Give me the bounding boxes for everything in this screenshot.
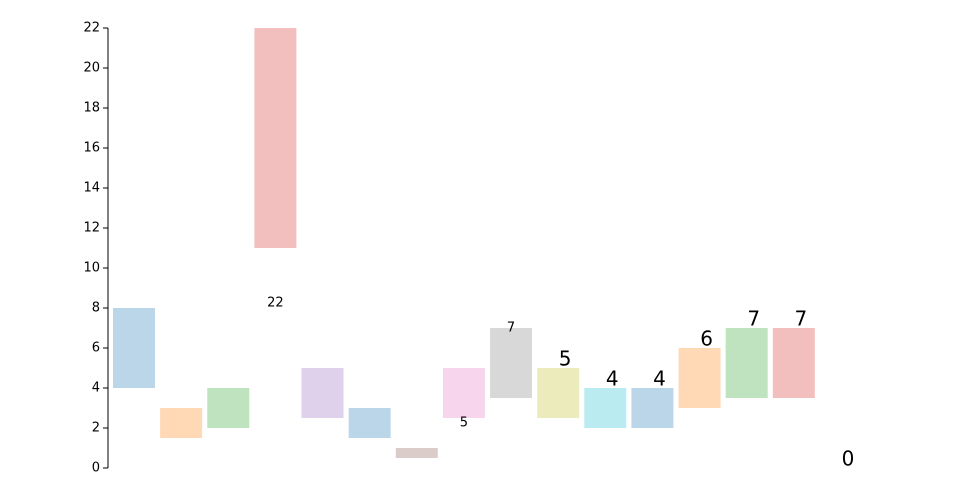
bar (490, 328, 533, 398)
value-label: 7 (507, 321, 515, 336)
value-label: 7 (794, 307, 807, 331)
y-tick-label: 20 (83, 61, 100, 76)
bar (725, 328, 768, 398)
bar (678, 348, 721, 408)
bar (537, 368, 580, 418)
bar (207, 388, 250, 428)
y-tick-label: 4 (92, 381, 100, 396)
value-label: 5 (460, 416, 468, 431)
bar (348, 408, 391, 438)
bar (631, 388, 674, 428)
y-tick-label: 14 (83, 181, 100, 196)
bar (113, 308, 155, 388)
bar (584, 388, 627, 428)
value-label: 4 (606, 367, 619, 391)
bar (301, 368, 344, 418)
bar (772, 328, 815, 398)
y-tick-label: 8 (92, 301, 100, 316)
value-label: 5 (559, 347, 572, 371)
y-tick-label: 22 (83, 21, 100, 36)
y-tick-label: 6 (92, 341, 100, 356)
bar (442, 368, 485, 418)
bar (160, 408, 203, 438)
bar (254, 28, 297, 248)
y-tick-label: 10 (83, 261, 100, 276)
value-label: 0 (842, 447, 855, 471)
y-tick-label: 16 (83, 141, 100, 156)
value-label: 22 (267, 296, 284, 311)
value-label: 6 (700, 327, 713, 351)
y-tick-label: 18 (83, 101, 100, 116)
y-tick-label: 12 (83, 221, 100, 236)
y-tick-label: 0 (92, 461, 100, 476)
value-label: 4 (653, 367, 666, 391)
value-label: 7 (747, 307, 760, 331)
y-tick-label: 2 (92, 421, 100, 436)
bar (395, 448, 438, 458)
